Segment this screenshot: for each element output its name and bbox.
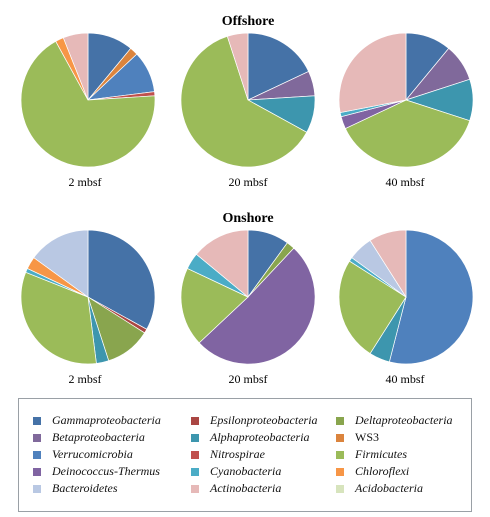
pie-slice-offshore-1-gammaproteobacteria <box>247 32 310 101</box>
legend-swatch <box>191 433 199 442</box>
pie-slice-onshore-0-firmicutes <box>20 271 97 365</box>
group-title-offshore: Offshore <box>222 14 275 29</box>
pie-onshore-20mbsf <box>180 229 316 365</box>
pie-slice-onshore-0-bacteroidetes <box>33 229 89 298</box>
legend-swatch <box>191 450 199 459</box>
legend-item-chloroflexi: Chloroflexi <box>336 464 476 479</box>
legend-item-nitrospirae: Nitrospirae <box>191 447 336 462</box>
pie-slice-onshore-2-firmicutes <box>338 260 407 355</box>
legend-item-ws3: WS3 <box>336 430 476 445</box>
legend: Gammaproteobacteria Epsilonproteobacteria… <box>18 398 472 512</box>
pie-slice-onshore-1-firmicutes <box>180 268 249 344</box>
pie-slice-offshore-0-firmicutes <box>20 40 156 168</box>
legend-swatch <box>336 450 344 459</box>
legend-label: Alphaproteobacteria <box>210 430 310 444</box>
legend-item-cyanobacteria: Cyanobacteria <box>191 464 336 479</box>
legend-label: Epsilonproteobacteria <box>210 413 318 427</box>
pie-label-offshore-2: 2 mbsf <box>69 175 102 189</box>
pie-slice-onshore-1-deinococcus-thermus <box>198 247 316 365</box>
legend-swatch <box>33 484 41 493</box>
pie-offshore-20mbsf <box>180 32 316 168</box>
legend-swatch <box>191 416 199 425</box>
legend-label: Betaproteobacteria <box>52 430 145 444</box>
legend-item-betaproteobacteria: Betaproteobacteria <box>33 430 191 445</box>
pie-slice-onshore-2-verrucomicrobia <box>388 229 474 365</box>
legend-swatch <box>191 484 199 493</box>
legend-label: Actinobacteria <box>210 481 282 495</box>
pie-label-offshore-40: 40 mbsf <box>386 175 425 189</box>
legend-label: Verrucomicrobia <box>52 447 133 461</box>
pie-label-onshore-2: 2 mbsf <box>69 372 102 386</box>
group-title-onshore: Onshore <box>222 211 273 226</box>
legend-item-alphaproteobacteria: Alphaproteobacteria <box>191 430 336 445</box>
legend-item-bacteroidetes: Bacteroidetes <box>33 481 191 496</box>
pie-slice-onshore-2-actinobacteria <box>369 229 407 299</box>
legend-swatch <box>33 467 41 476</box>
pie-slice-offshore-1-firmicutes <box>180 35 308 168</box>
pie-slice-offshore-0-actinobacteria <box>62 32 89 101</box>
legend-label: Acidobacteria <box>355 481 423 495</box>
legend-item-firmicutes: Firmicutes <box>336 447 476 462</box>
pie-slice-onshore-0-gammaproteobacteria <box>87 229 156 330</box>
pie-chart-figure: Offshore Onshore 2 mbsf 20 mbsf 40 mbsf … <box>20 14 474 386</box>
legend-item-deltaproteobacteria: Deltaproteobacteria <box>336 413 476 428</box>
legend-grid: Gammaproteobacteria Epsilonproteobacteria… <box>33 412 476 497</box>
pie-offshore-2mbsf <box>20 32 156 168</box>
pie-offshore-40mbsf <box>338 32 474 168</box>
legend-item-epsilonproteobacteria: Epsilonproteobacteria <box>191 413 336 428</box>
legend-label: Cyanobacteria <box>210 464 282 478</box>
pie-onshore-2mbsf <box>20 229 156 365</box>
legend-swatch <box>33 416 41 425</box>
legend-label: Chloroflexi <box>355 464 410 478</box>
legend-swatch <box>336 433 344 442</box>
pie-label-onshore-40: 40 mbsf <box>386 372 425 386</box>
legend-item-acidobacteria: Acidobacteria <box>336 481 476 496</box>
pie-label-onshore-20: 20 mbsf <box>229 372 268 386</box>
pie-label-offshore-20: 20 mbsf <box>229 175 268 189</box>
legend-swatch <box>336 484 344 493</box>
legend-label: Gammaproteobacteria <box>52 413 161 427</box>
pie-slice-offshore-1-actinobacteria <box>226 32 249 101</box>
legend-swatch <box>336 467 344 476</box>
legend-item-deinococcus-thermus: Deinococcus-Thermus <box>33 464 191 479</box>
pie-slice-onshore-1-actinobacteria <box>195 229 249 298</box>
legend-item-verrucomicrobia: Verrucomicrobia <box>33 447 191 462</box>
legend-swatch <box>191 467 199 476</box>
legend-swatch <box>336 416 344 425</box>
legend-label: Nitrospirae <box>210 447 265 461</box>
legend-label: Deinococcus-Thermus <box>52 464 160 478</box>
pie-onshore-40mbsf <box>338 229 474 365</box>
legend-label: Firmicutes <box>355 447 407 461</box>
legend-swatch <box>33 450 41 459</box>
pie-slice-offshore-2-firmicutes <box>344 99 471 168</box>
legend-label: WS3 <box>355 430 379 444</box>
legend-label: Bacteroidetes <box>52 481 118 495</box>
legend-swatch <box>33 433 41 442</box>
legend-item-gammaproteobacteria: Gammaproteobacteria <box>33 413 191 428</box>
legend-item-actinobacteria: Actinobacteria <box>191 481 336 496</box>
legend-label: Deltaproteobacteria <box>355 413 453 427</box>
pie-slice-offshore-2-actinobacteria <box>338 32 407 113</box>
